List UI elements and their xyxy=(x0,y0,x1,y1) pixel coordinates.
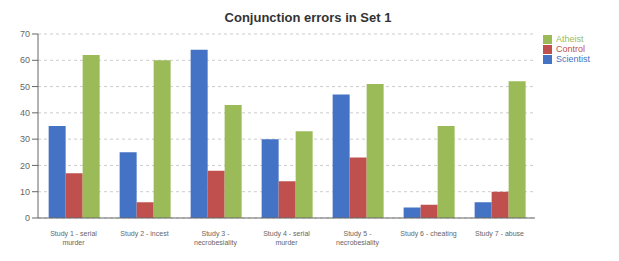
svg-text:Study 1 - serialmurder: Study 1 - serialmurder xyxy=(50,230,97,246)
svg-text:20: 20 xyxy=(20,161,30,171)
svg-text:50: 50 xyxy=(20,82,30,92)
svg-text:70: 70 xyxy=(20,29,30,39)
svg-text:10: 10 xyxy=(20,187,30,197)
html-text:Conjunction errors in Set 1: Conjunction errors in Set 1 xyxy=(224,10,392,25)
svg-text:Study 4 - serialmurder: Study 4 - serialmurder xyxy=(263,230,310,246)
svg-text:60: 60 xyxy=(20,55,30,65)
svg-text:Study 5 -necrobesiality: Study 5 -necrobesiality xyxy=(336,230,379,247)
svg-text:Study 6 - cheating: Study 6 - cheating xyxy=(400,230,457,238)
html-text:Atheist: Atheist xyxy=(556,34,584,44)
svg-text:Study 7 - abuse: Study 7 - abuse xyxy=(475,230,524,238)
svg-text:Study 3 -necrobesiality: Study 3 -necrobesiality xyxy=(194,230,237,247)
svg-text:30: 30 xyxy=(20,134,30,144)
html-text:Scientist: Scientist xyxy=(556,54,590,65)
svg-text:40: 40 xyxy=(20,108,30,118)
svg-text:Study 2 - incest: Study 2 - incest xyxy=(120,230,168,238)
svg-text:0: 0 xyxy=(25,213,30,223)
html-text:Control: Control xyxy=(556,44,585,55)
